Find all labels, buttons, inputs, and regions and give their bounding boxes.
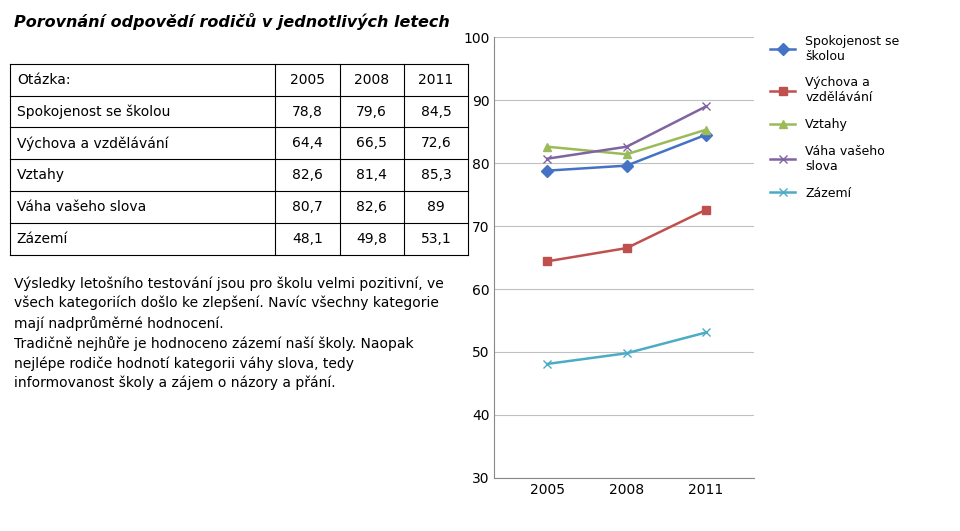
Text: 53,1: 53,1	[420, 232, 451, 246]
Text: Spokojenost se školou: Spokojenost se školou	[17, 104, 170, 119]
Text: Vztahy: Vztahy	[17, 168, 64, 182]
Text: 2011: 2011	[419, 73, 453, 87]
Spokojenost se
školou	[700, 132, 711, 138]
Text: 79,6: 79,6	[356, 105, 387, 118]
Text: 85,3: 85,3	[420, 168, 451, 182]
Text: Porovnání odpovědí rodičů v jednotlivých letech: Porovnání odpovědí rodičů v jednotlivých…	[14, 13, 450, 30]
Line: Váha vašeho
slova: Váha vašeho slova	[543, 102, 710, 163]
Text: 64,4: 64,4	[292, 136, 323, 150]
Text: 2005: 2005	[290, 73, 325, 87]
Text: 81,4: 81,4	[356, 168, 387, 182]
Line: Spokojenost se
školou: Spokojenost se školou	[543, 131, 710, 175]
Text: 78,8: 78,8	[292, 105, 323, 118]
Vztahy	[541, 143, 553, 150]
Zázemí	[541, 361, 553, 367]
Text: Výchova a vzdělávání: Výchova a vzdělávání	[17, 136, 168, 151]
Text: Zázemí: Zázemí	[17, 232, 68, 246]
Váha vašeho
slova	[541, 156, 553, 162]
Váha vašeho
slova	[621, 143, 633, 150]
Legend: Spokojenost se
školou, Výchova a
vzdělávání, Vztahy, Váha vašeho
slova, Zázemí: Spokojenost se školou, Výchova a vzděláv…	[770, 35, 900, 200]
Text: 49,8: 49,8	[356, 232, 387, 246]
Text: 72,6: 72,6	[420, 136, 451, 150]
Zázemí	[621, 350, 633, 356]
Výchova a
vzdělávání	[700, 207, 711, 213]
Vztahy	[700, 126, 711, 133]
Text: Otázka:: Otázka:	[17, 73, 70, 87]
Text: Váha vašeho slova: Váha vašeho slova	[17, 200, 146, 214]
Zázemí	[700, 329, 711, 336]
Výchova a
vzdělávání	[541, 258, 553, 264]
Text: 84,5: 84,5	[420, 105, 451, 118]
Výchova a
vzdělávání	[621, 245, 633, 251]
Text: 82,6: 82,6	[356, 200, 387, 214]
Spokojenost se
školou	[621, 162, 633, 169]
Line: Zázemí: Zázemí	[543, 328, 710, 368]
Spokojenost se
školou	[541, 167, 553, 174]
Text: Výsledky letošního testování jsou pro školu velmi pozitivní, ve
všech kategoriíc: Výsledky letošního testování jsou pro šk…	[14, 276, 444, 390]
Text: 80,7: 80,7	[292, 200, 323, 214]
Text: 66,5: 66,5	[356, 136, 387, 150]
Text: 89: 89	[427, 200, 444, 214]
Váha vašeho
slova	[700, 103, 711, 109]
Text: 82,6: 82,6	[292, 168, 323, 182]
Text: 48,1: 48,1	[292, 232, 323, 246]
Vztahy	[621, 151, 633, 158]
Line: Vztahy: Vztahy	[543, 125, 710, 158]
Line: Výchova a
vzdělávání: Výchova a vzdělávání	[543, 205, 710, 266]
Text: 2008: 2008	[354, 73, 390, 87]
